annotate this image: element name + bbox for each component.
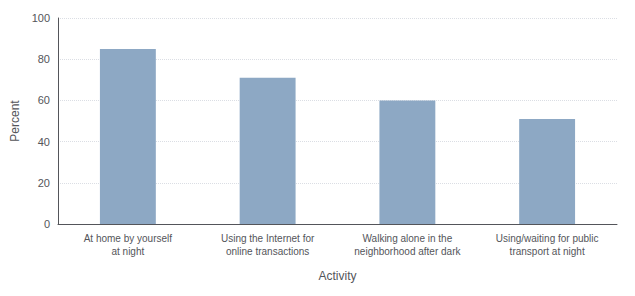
- svg-text:Using the Internet for: Using the Internet for: [221, 233, 315, 244]
- svg-text:Using/waiting for public: Using/waiting for public: [496, 233, 599, 244]
- svg-text:Activity: Activity: [318, 269, 356, 283]
- svg-text:20: 20: [38, 177, 50, 189]
- svg-text:Percent: Percent: [8, 100, 22, 142]
- svg-text:80: 80: [38, 53, 50, 65]
- svg-text:At home by yourself: At home by yourself: [84, 233, 173, 244]
- svg-text:40: 40: [38, 136, 50, 148]
- svg-text:neighborhood after dark: neighborhood after dark: [354, 246, 461, 257]
- svg-text:Walking alone in the: Walking alone in the: [363, 233, 453, 244]
- svg-text:online transactions: online transactions: [226, 246, 309, 257]
- svg-text:at night: at night: [111, 246, 144, 257]
- svg-text:100: 100: [32, 12, 50, 24]
- svg-text:60: 60: [38, 94, 50, 106]
- svg-text:0: 0: [44, 218, 50, 230]
- svg-text:transport at night: transport at night: [510, 246, 585, 257]
